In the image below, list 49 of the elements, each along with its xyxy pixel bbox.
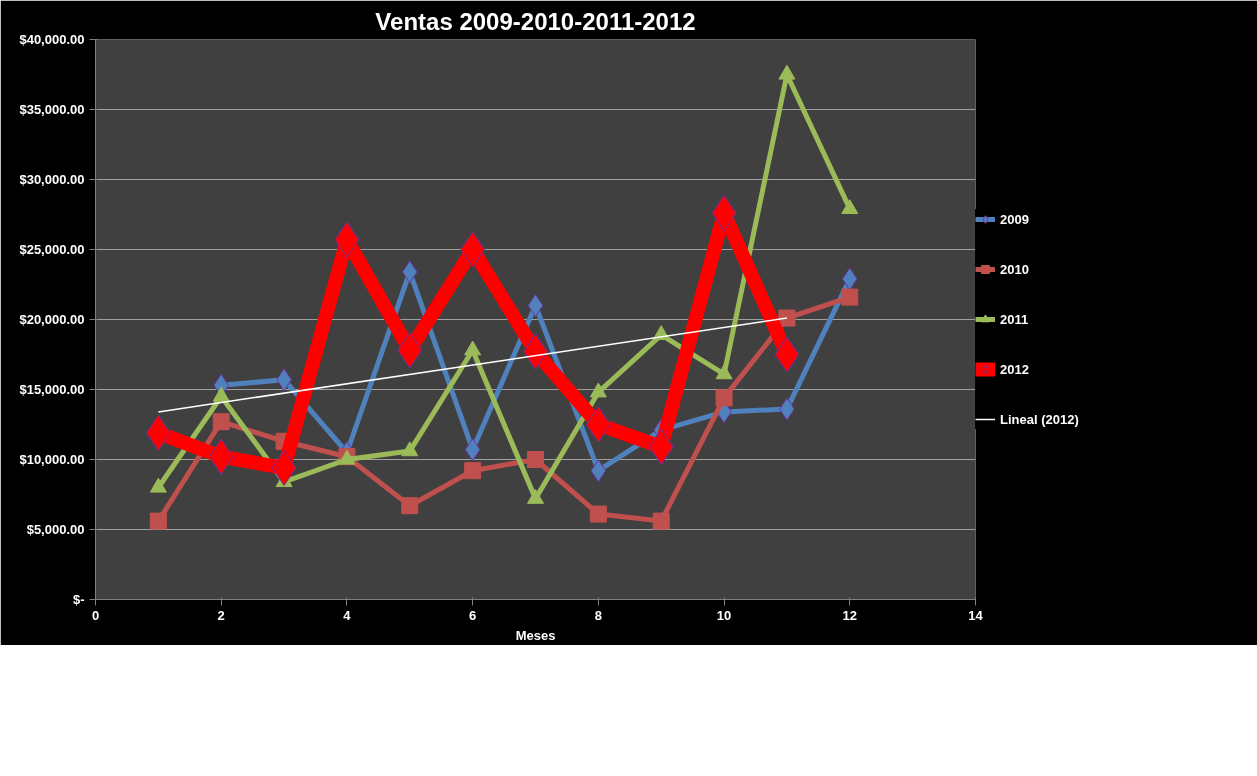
- legend-label: 2012: [1000, 361, 1029, 377]
- point: [590, 459, 607, 483]
- legend-label: 2009: [1000, 211, 1029, 227]
- point: [841, 199, 859, 215]
- point: [397, 332, 423, 369]
- y-tick-label: $10,000.00: [19, 452, 85, 467]
- y-tick-label: $35,000.00: [19, 102, 85, 117]
- x-tick-label: 6: [469, 607, 477, 623]
- x-tick-label: 14: [968, 607, 984, 623]
- legend-label: 2011: [1000, 311, 1029, 327]
- x-tick-label: 10: [716, 607, 732, 623]
- point: [401, 260, 418, 284]
- point: [711, 195, 737, 232]
- y-tick-label: $20,000.00: [19, 312, 85, 327]
- point: [652, 512, 670, 530]
- x-tick-label: 0: [91, 607, 100, 623]
- y-tick-label: $-: [72, 592, 85, 607]
- y-tick-label: $40,000.00: [19, 32, 85, 47]
- point: [464, 462, 482, 480]
- legend-label: 2010: [1000, 261, 1029, 277]
- point: [648, 428, 674, 465]
- point: [527, 451, 544, 468]
- chart-title: Ventas 2009-2010-2011-2012: [375, 7, 696, 35]
- point: [527, 294, 544, 317]
- point: [212, 413, 230, 431]
- point: [589, 505, 607, 523]
- point: [715, 364, 733, 380]
- point: [149, 512, 167, 530]
- point: [774, 336, 800, 373]
- point: [841, 288, 859, 306]
- x-axis-title: Meses: [515, 627, 556, 643]
- legend-label: Lineal (2012): [1000, 411, 1079, 427]
- x-tick-label: 8: [594, 607, 602, 623]
- x-tick-label: 4: [343, 607, 352, 623]
- y-tick-label: $30,000.00: [19, 172, 85, 187]
- point: [841, 267, 858, 291]
- point: [778, 309, 796, 327]
- y-tick-label: $15,000.00: [19, 382, 85, 397]
- point: [715, 389, 733, 407]
- point: [401, 441, 419, 457]
- point: [271, 449, 297, 486]
- x-tick-label: 2: [217, 607, 225, 623]
- x-tick-label: 12: [842, 607, 858, 623]
- y-tick-label: $25,000.00: [19, 242, 85, 257]
- point: [401, 497, 419, 515]
- y-tick-label: $5,000.00: [26, 522, 85, 537]
- point: [208, 438, 234, 475]
- point: [334, 221, 360, 258]
- point: [464, 438, 481, 462]
